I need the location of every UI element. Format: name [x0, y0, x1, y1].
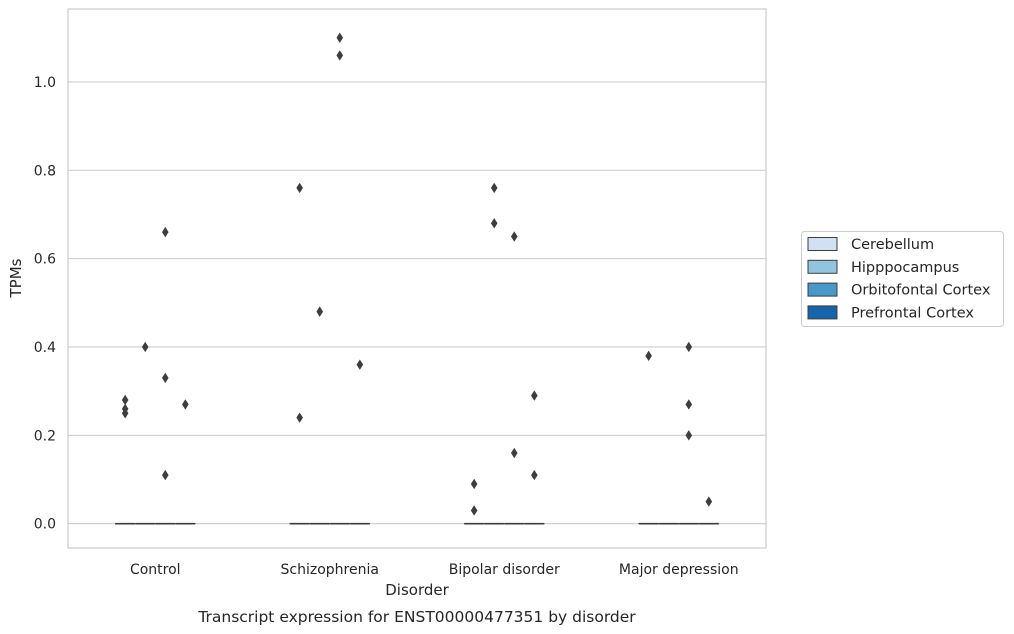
- legend-label: Hipppocampus: [851, 260, 959, 276]
- legend-swatch: [807, 305, 838, 320]
- y-tick-label: 1.0: [34, 75, 56, 91]
- outlier-point: [531, 469, 538, 481]
- x-axis-title: Disorder: [385, 581, 449, 599]
- legend-label: Cerebellum: [851, 237, 934, 253]
- outlier-point: [705, 496, 713, 507]
- legend: Cerebellum Hipppocampus Orbitofontal Corte…: [801, 231, 1004, 327]
- outlier-point: [316, 306, 324, 317]
- outlier-point: [141, 341, 149, 353]
- legend-swatch: [807, 259, 838, 274]
- outlier-point: [510, 447, 518, 459]
- outlier-point: [685, 341, 693, 353]
- outlier-point: [685, 430, 693, 441]
- outlier-point: [685, 399, 693, 410]
- legend-swatch: [807, 282, 838, 297]
- outlier-point: [336, 50, 344, 61]
- outlier-point: [296, 182, 303, 194]
- outlier-point: [336, 32, 344, 43]
- chart-caption: Transcript expression for ENST0000047735…: [197, 608, 636, 626]
- outlier-point: [182, 399, 189, 410]
- y-axis-ticks: 0.0 0.2 0.4 0.6 0.8 1.0: [34, 75, 56, 533]
- outlier-points: [121, 32, 713, 516]
- outlier-point: [490, 218, 498, 229]
- outlier-point: [645, 350, 652, 362]
- legend-label: Prefrontal Cortex: [851, 305, 974, 321]
- y-tick-label: 0.0: [34, 517, 56, 533]
- outlier-point: [470, 478, 478, 490]
- x-axis-ticks: Control Schizophrenia Bipolar disorder Majo…: [130, 562, 739, 578]
- outlier-point: [161, 469, 169, 481]
- grid-lines: [68, 81, 766, 525]
- legend-label: Orbitofontal Cortex: [851, 283, 991, 299]
- y-tick-label: 0.6: [34, 252, 56, 268]
- x-tick-label: Major depression: [619, 562, 739, 578]
- outlier-point: [490, 182, 498, 194]
- y-axis-title: TPMs: [7, 258, 25, 298]
- outlier-point: [121, 403, 129, 415]
- plot-area-frame: [67, 8, 767, 549]
- outlier-point: [531, 390, 538, 401]
- outlier-point: [470, 505, 478, 516]
- legend-frame: [801, 231, 1004, 327]
- outlier-point: [296, 412, 303, 423]
- x-tick-label: Bipolar disorder: [449, 562, 560, 578]
- outlier-point: [161, 372, 169, 384]
- y-tick-label: 0.4: [34, 340, 56, 356]
- outlier-point: [161, 226, 169, 238]
- legend-swatch: [807, 237, 838, 251]
- outlier-point: [121, 394, 129, 406]
- y-tick-label: 0.8: [34, 163, 56, 179]
- outlier-point: [510, 231, 518, 242]
- x-tick-label: Schizophrenia: [281, 562, 379, 578]
- y-tick-label: 0.2: [34, 428, 56, 444]
- x-tick-label: Control: [130, 562, 181, 578]
- outlier-point: [356, 359, 364, 370]
